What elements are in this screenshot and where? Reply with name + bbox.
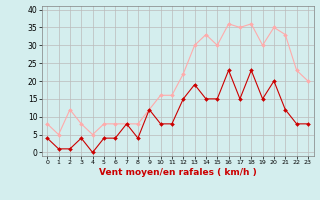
X-axis label: Vent moyen/en rafales ( km/h ): Vent moyen/en rafales ( km/h ) bbox=[99, 168, 256, 177]
